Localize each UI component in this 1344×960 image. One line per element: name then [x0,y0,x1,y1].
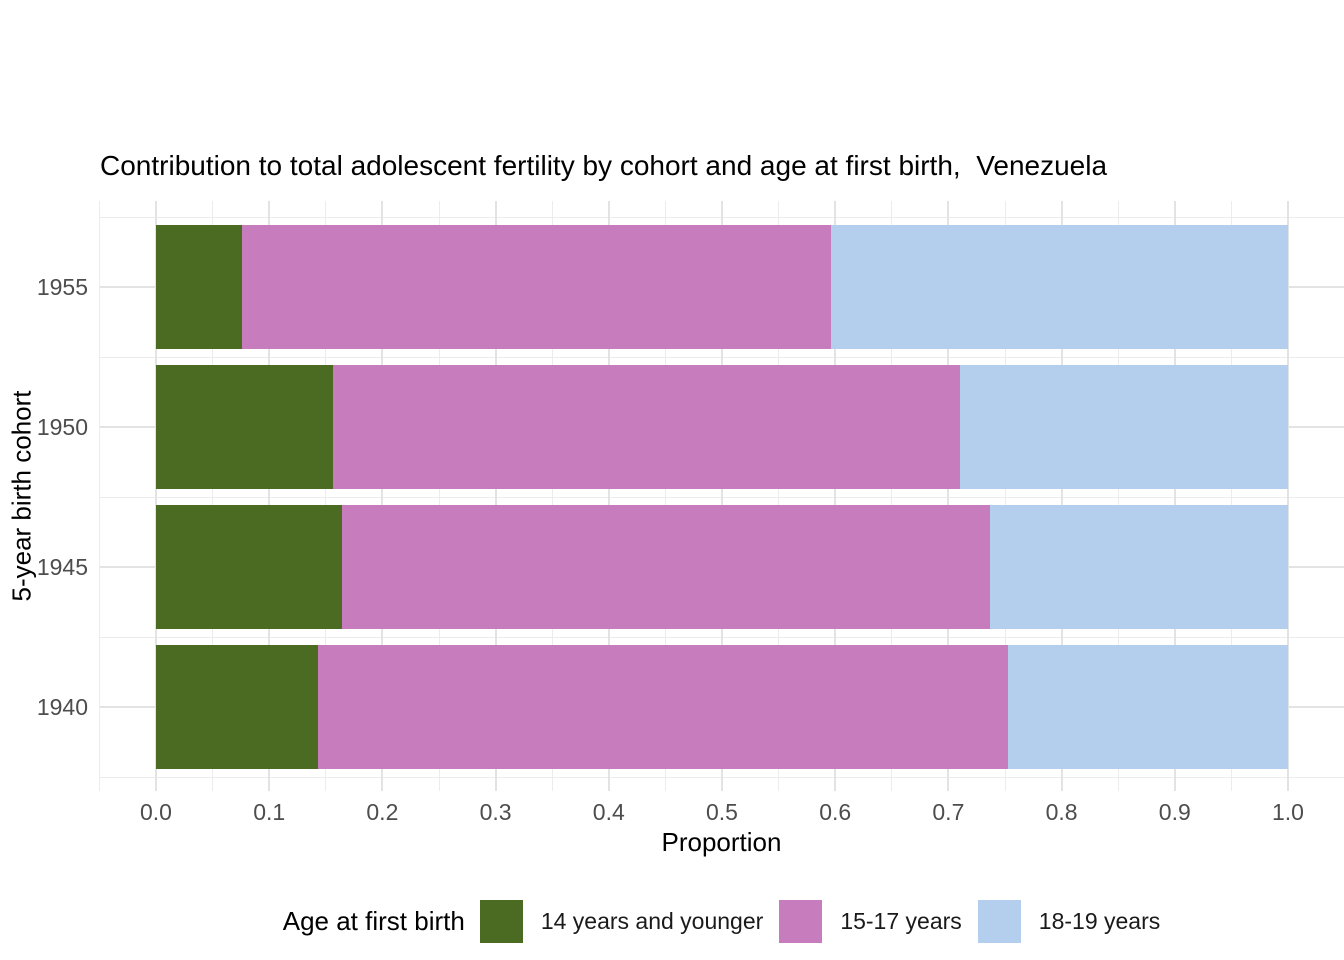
plot-panel [99,201,1344,791]
bar-segment [332,365,960,489]
v-gridline-minor [664,201,666,791]
bar-row-1945 [156,505,1288,629]
x-axis-title: Proportion [661,827,782,857]
y-tick-label: 1940 [36,694,88,720]
bar-segment [156,225,243,349]
v-gridline-major [834,201,837,791]
legend-item: 14 years and younger [479,899,764,943]
v-gridline-major [381,201,384,791]
legend-item: 18-19 years [977,899,1161,943]
v-gridline-major [1173,201,1176,791]
x-tick-label: 0.1 [253,799,286,825]
v-gridline-minor [551,201,553,791]
legend-item: 15-17 years [779,899,962,943]
v-gridline-major [607,201,610,791]
v-gridline-major [721,201,723,791]
v-gridline-minor [212,201,214,791]
legend: Age at first birth 14 years and younger 1… [99,897,1344,945]
legend-label: 14 years and younger [540,907,764,934]
bar-row-1950 [156,365,1288,489]
legend-items: 14 years and younger 15-17 years 18-19 yea… [479,899,1161,943]
bar-segment [990,505,1288,629]
bar-segment [156,505,342,629]
x-tick-label: 0.8 [1045,799,1078,825]
x-tick-label: 0.7 [932,799,965,825]
bar-row-1940 [156,645,1288,769]
bar-segment [156,365,333,489]
v-gridline-major [1287,201,1289,791]
v-gridline-minor [1230,201,1232,791]
v-gridline-major [155,201,157,791]
bar-segment [1008,645,1288,769]
bar-segment [830,225,1288,349]
v-gridline-major [1060,201,1063,791]
legend-title: Age at first birth [282,905,465,936]
bar-segment [156,645,318,769]
legend-swatch [479,899,523,943]
v-gridline-major [947,201,950,791]
x-tick-label: 0.4 [592,799,625,825]
v-gridline-minor [325,201,327,791]
v-gridline-minor [438,201,440,791]
x-tick-label: 0.9 [1158,799,1191,825]
v-gridline-minor [1117,201,1119,791]
bar-segment [317,645,1009,769]
bar-segment [242,225,831,349]
legend-swatch [977,899,1021,943]
v-gridline-minor [1004,201,1006,791]
bar-segment [341,505,991,629]
x-tick-label: 1.0 [1272,799,1304,825]
v-gridline-minor [99,201,100,791]
chart-title: Contribution to total adolescent fertili… [100,150,1108,181]
legend-label: 15-17 years [840,907,962,934]
v-gridline-minor [778,201,780,791]
y-tick-label: 1955 [36,274,88,300]
legend-label: 18-19 years [1038,907,1161,934]
legend-swatch [779,899,823,943]
x-tick-label: 0.5 [706,799,738,825]
v-gridline-minor [891,201,893,791]
y-tick-label: 1945 [36,554,88,580]
x-tick-label: 0.6 [819,799,852,825]
y-tick-label: 1950 [36,414,88,440]
x-tick-label: 0.2 [366,799,399,825]
x-tick-label: 0.0 [140,799,172,825]
x-tick-label: 0.3 [479,799,512,825]
bar-segment [959,365,1288,489]
bar-row-1955 [156,225,1288,349]
v-gridline-major [268,201,271,791]
v-gridline-major [494,201,497,791]
